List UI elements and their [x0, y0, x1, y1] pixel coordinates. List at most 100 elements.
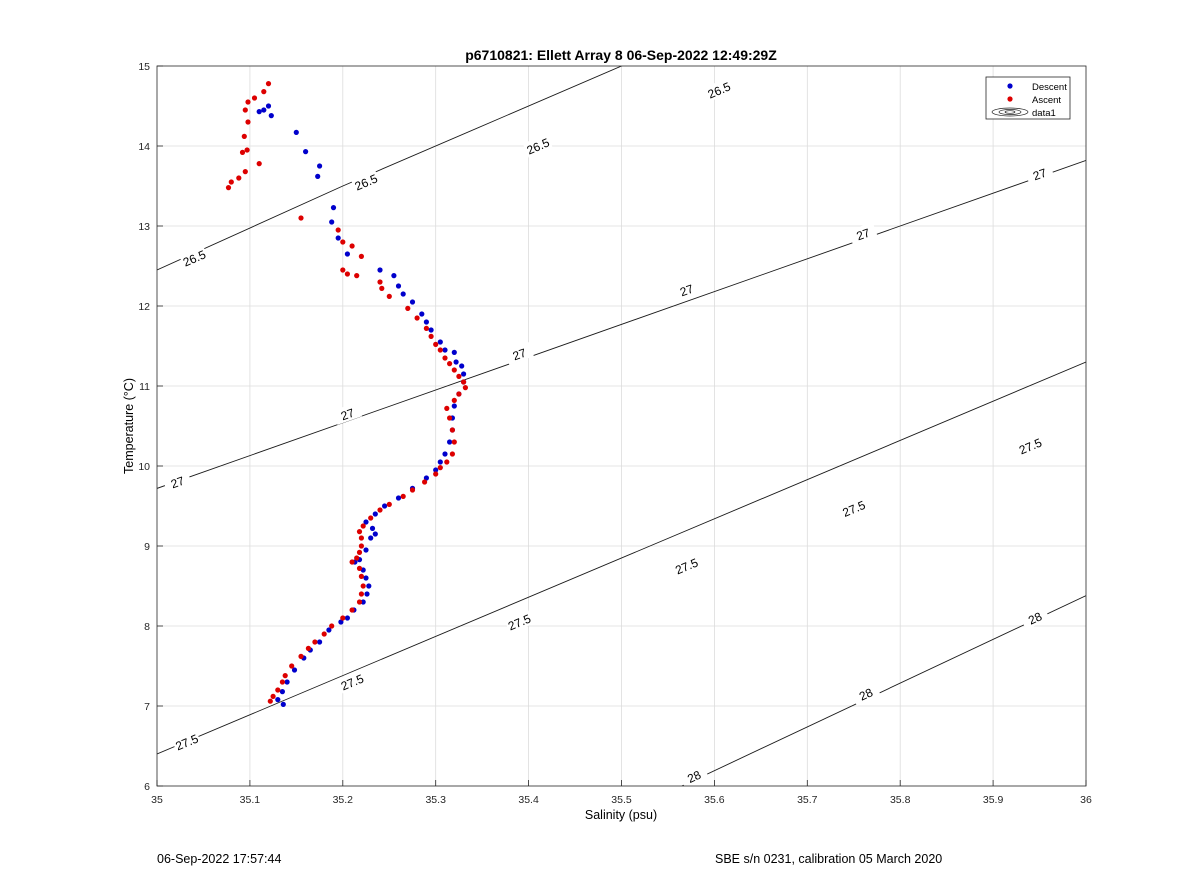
contour-label-group: 28 — [1019, 605, 1050, 630]
ascent-point — [239, 149, 246, 155]
ascent-point — [358, 253, 364, 259]
contour-line-27 — [157, 159, 1086, 489]
ascent-point — [251, 95, 258, 101]
descent-point — [338, 619, 344, 625]
descent-point — [437, 339, 443, 345]
descent-point — [265, 103, 272, 109]
contour-label-bg — [522, 133, 553, 158]
ascent-point — [405, 305, 411, 311]
footer-calibration: SBE s/n 0231, calibration 05 March 2020 — [715, 852, 943, 866]
ascent-point — [242, 169, 248, 175]
ascent-point — [340, 239, 346, 245]
ascent-point — [270, 693, 276, 700]
y-tick-label: 11 — [139, 381, 150, 393]
ascent-point — [289, 663, 295, 669]
ascent-point — [462, 385, 468, 391]
ascent-point — [442, 355, 448, 361]
ascent-point — [242, 107, 248, 113]
ascent-point — [358, 591, 364, 597]
ascent-point — [265, 81, 272, 87]
y-tick-label: 14 — [138, 141, 150, 153]
contour-label: 28 — [1026, 609, 1044, 627]
ascent-point — [321, 631, 327, 637]
descent-point — [419, 311, 425, 317]
contour-label-group: 28 — [850, 681, 881, 706]
descent-point — [423, 475, 429, 481]
legend-descent-marker — [1007, 83, 1013, 89]
ascent-point — [298, 653, 304, 660]
grid-lines — [157, 66, 1086, 786]
ascent-point — [358, 573, 364, 580]
ascent-point — [456, 391, 462, 397]
descent-point — [368, 535, 374, 541]
ascent-point — [449, 451, 455, 457]
ascent-point — [409, 487, 416, 493]
x-tick-label: 36 — [1080, 794, 1092, 806]
ascent-point — [298, 215, 304, 221]
contour-label-bg — [1015, 433, 1045, 458]
legend-contour-icon — [991, 107, 1029, 117]
ascent-point — [245, 119, 251, 125]
ascent-point — [400, 493, 406, 499]
contour-label-bg — [671, 553, 702, 578]
ascent-point — [451, 367, 457, 373]
y-axis-ticks: 6 7 8 9 10 11 12 13 14 15 — [138, 61, 163, 793]
descent-point — [409, 299, 416, 305]
ascent-point — [225, 185, 232, 191]
x-tick-label: 35.8 — [890, 794, 911, 806]
ascent-point — [312, 639, 318, 645]
ascent-point — [275, 687, 281, 693]
descent-point — [372, 511, 378, 517]
ascent-point — [414, 315, 420, 321]
descent-point — [303, 149, 309, 155]
y-tick-label: 12 — [138, 301, 150, 313]
ascent-point — [360, 523, 366, 529]
ascent-point — [279, 679, 285, 685]
ascent-point — [377, 279, 383, 285]
ascent-point — [447, 361, 453, 367]
x-tick-label: 35.1 — [240, 794, 261, 806]
y-tick-label: 9 — [144, 541, 150, 553]
x-tick-label: 35.9 — [983, 794, 1004, 806]
ascent-point — [449, 427, 455, 433]
contour-label-group: 28 — [678, 763, 709, 789]
contour-label-bg — [1019, 605, 1050, 630]
contour-label-group: 27 — [671, 278, 702, 301]
ascent-point — [433, 471, 439, 477]
y-tick-label: 7 — [144, 701, 150, 713]
contour-label: 28 — [857, 685, 875, 703]
contour-label-bg — [850, 681, 881, 706]
ascent-point — [340, 267, 346, 273]
descent-point — [335, 235, 341, 241]
descent-point — [330, 205, 337, 211]
x-tick-label: 35.4 — [518, 794, 539, 806]
x-axis-ticks: 35 35.1 35.2 35.3 35.4 35.5 35.6 35.7 35.8 35.9 36 — [151, 780, 1092, 806]
ascent-point — [386, 501, 392, 507]
contour-label-bg — [848, 222, 878, 245]
ascent-point — [451, 439, 457, 445]
descent-point — [461, 371, 467, 377]
ascent-point — [437, 465, 443, 471]
ascent-point — [267, 698, 273, 704]
contour-label-group: 27 — [332, 402, 362, 425]
contour-label-group: 27 — [1024, 162, 1055, 185]
descent-point — [451, 349, 457, 355]
density-contours — [157, 66, 1086, 786]
ascent-point — [344, 271, 350, 277]
data-points — [225, 81, 468, 708]
ascent-point — [428, 333, 434, 339]
descent-point — [284, 679, 290, 685]
ascent-point — [451, 397, 457, 403]
ascent-point — [282, 673, 288, 679]
ascent-point — [386, 293, 392, 299]
x-axis-label: Salinity (psu) — [585, 808, 657, 822]
ascent-point — [377, 507, 383, 513]
contour-label-bg — [179, 245, 209, 270]
ascent-point — [340, 615, 346, 621]
legend-ascent-label: Ascent — [1032, 95, 1061, 106]
contour-line-28 — [681, 595, 1086, 786]
contour-label-group: 27 — [162, 470, 192, 493]
descent-point — [372, 531, 378, 537]
contour-label: 27 — [339, 406, 357, 424]
ascent-point — [433, 341, 439, 347]
